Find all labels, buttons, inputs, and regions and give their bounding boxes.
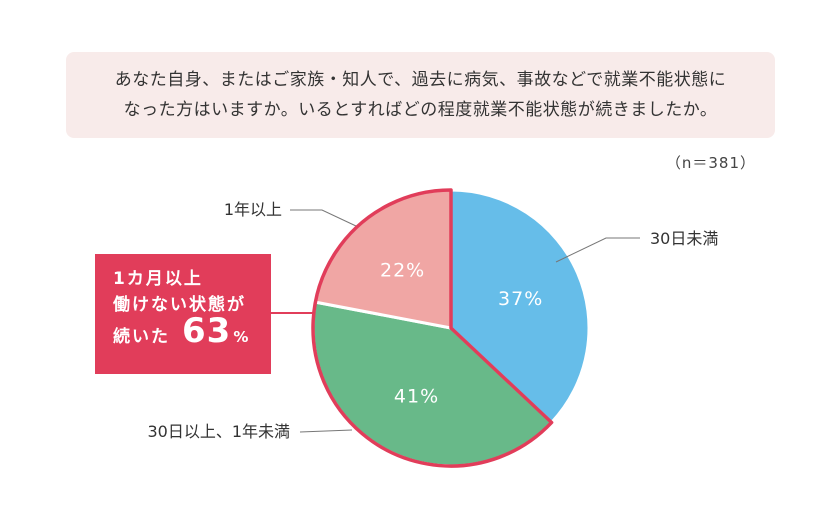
category-label-30-days-to-1-year: 30日以上、1年未満 bbox=[147, 422, 290, 441]
question-box: あなた自身、またはご家族・知人で、過去に病気、事故などで就業不能状態に なった方… bbox=[66, 52, 775, 138]
callout-line-1: 1カ月以上 bbox=[113, 269, 203, 289]
question-line-1: あなた自身、またはご家族・知人で、過去に病気、事故などで就業不能状態に bbox=[114, 70, 727, 90]
slice-value-30-days-to-1-year: 41% bbox=[394, 386, 439, 408]
leader-line-over-1-year bbox=[290, 209, 357, 227]
callout-box: 1カ月以上 働けない状態が 続いた 63 % bbox=[95, 254, 271, 374]
pie-slice-under-30-days bbox=[449, 188, 591, 425]
highlight-outline bbox=[311, 188, 554, 468]
slice-value-over-1-year: 22% bbox=[380, 260, 425, 282]
callout-value: 63 bbox=[182, 311, 232, 351]
leader-line-under-30-days bbox=[555, 237, 640, 263]
category-label-over-1-year: 1年以上 bbox=[224, 200, 282, 219]
sample-size: （n＝381） bbox=[665, 154, 756, 172]
category-label-under-30-days: 30日未満 bbox=[650, 229, 718, 248]
question-line-2: なった方はいますか。いるとすればどの程度就業不能状態が続きましたか。 bbox=[123, 100, 718, 120]
leader-line-30-days-to-1-year bbox=[299, 429, 353, 433]
slice-value-under-30-days: 37% bbox=[498, 288, 543, 310]
callout-line-3-row: 続いた 63 % bbox=[113, 311, 271, 351]
callout-unit: % bbox=[233, 328, 251, 346]
callout-line-2: 働けない状態が bbox=[113, 295, 246, 315]
callout-line-3: 続いた bbox=[113, 327, 170, 347]
